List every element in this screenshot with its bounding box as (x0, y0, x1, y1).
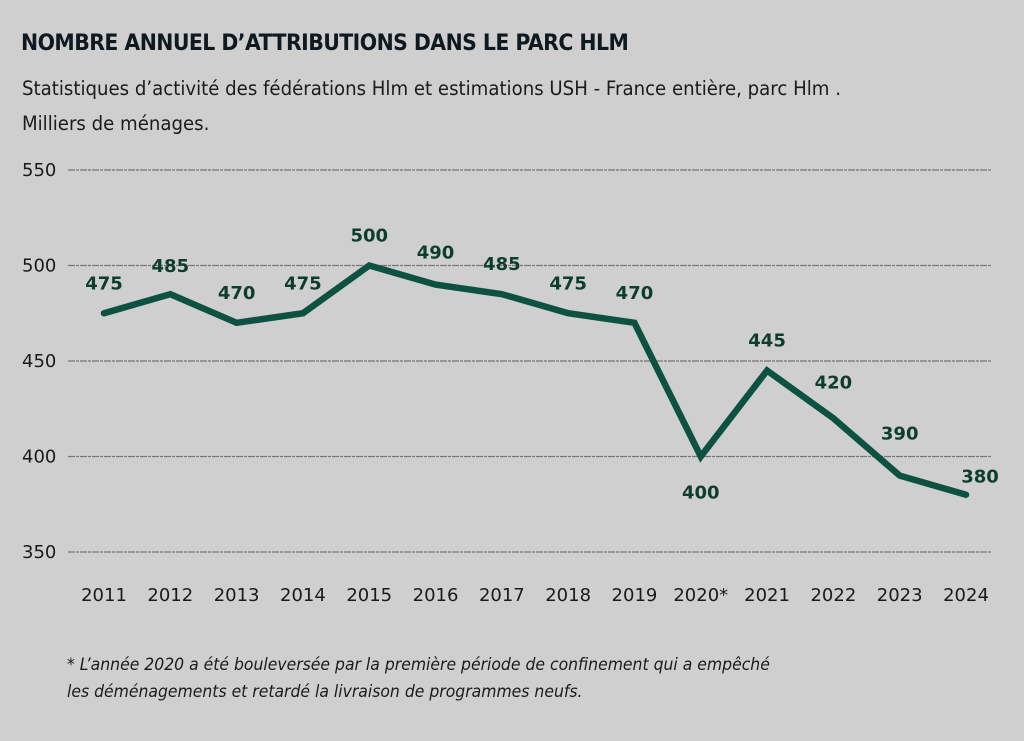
y-tick-label-450: 450 (22, 351, 56, 372)
x-tick-label-2011: 2011 (81, 585, 127, 606)
series-line (100, 261, 970, 498)
y-tick-label-350: 350 (22, 542, 56, 563)
data-labels: 475 485 470 475 500 490 485 475 470 400 445 420 390 3… (85, 226, 999, 504)
data-point-2017 (498, 291, 505, 298)
footnote: * L’année 2020 a été bouleversée par la … (67, 652, 770, 706)
data-label-2022: 420 (815, 372, 853, 393)
data-point-2018 (565, 310, 572, 317)
data-point-2023 (896, 472, 903, 479)
data-point-2019 (631, 319, 638, 326)
data-label-2017: 485 (483, 254, 521, 275)
data-label-2012: 485 (152, 256, 190, 277)
data-point-2011 (101, 310, 107, 317)
x-tick-label-2024: 2024 (943, 585, 989, 606)
x-tick-label-2019: 2019 (612, 585, 658, 606)
x-tick-label-2022: 2022 (810, 585, 856, 606)
data-label-2024: 380 (961, 467, 999, 488)
subtitle-line-1: Statistiques d’activité des fédérations … (22, 77, 841, 100)
x-tick-label-2021: 2021 (744, 585, 790, 606)
series-attributions (100, 261, 970, 498)
gridlines (68, 169, 992, 553)
data-point-2020-star (697, 453, 704, 460)
data-point-2024 (963, 491, 969, 498)
data-point-2021 (764, 367, 771, 374)
data-label-2013: 470 (218, 283, 256, 304)
footnote-line-1: * L’année 2020 a été bouleversée par la … (67, 655, 770, 675)
y-axis: 550 500 450 400 350 (22, 160, 56, 563)
x-tick-label-2020-star: 2020* (673, 585, 728, 606)
data-label-2011: 475 (85, 273, 123, 294)
data-label-2014: 475 (284, 273, 322, 294)
data-point-2022 (830, 415, 837, 422)
chart-subtitle: Statistiques d’activité des fédérations … (22, 71, 841, 141)
data-point-2014 (299, 310, 306, 317)
x-tick-label-2013: 2013 (214, 585, 260, 606)
data-point-2012 (167, 291, 174, 298)
data-point-2013 (233, 319, 240, 326)
data-label-2021: 445 (748, 331, 786, 352)
x-axis: 2011 2012 2013 2014 2015 2016 2017 2018 2019 2020… (81, 585, 989, 606)
data-label-2023: 390 (881, 424, 919, 445)
x-tick-label-2015: 2015 (346, 585, 392, 606)
footnote-line-2: les déménagements et retardé la livraiso… (67, 682, 583, 702)
data-point-2015 (366, 262, 373, 269)
y-tick-label-550: 550 (22, 160, 56, 181)
subtitle-line-2: Milliers de ménages. (22, 112, 210, 135)
data-point-2016 (432, 281, 439, 288)
data-label-2016: 490 (417, 243, 455, 264)
chart-title: NOMBRE ANNUEL D’ATTRIBUTIONS DANS LE PAR… (21, 31, 629, 56)
y-tick-label-500: 500 (22, 256, 56, 277)
x-tick-label-2023: 2023 (877, 585, 923, 606)
x-tick-label-2016: 2016 (413, 585, 459, 606)
x-tick-label-2014: 2014 (280, 585, 326, 606)
data-label-2015: 500 (350, 226, 388, 247)
y-tick-label-400: 400 (22, 447, 56, 468)
data-label-2020-star: 400 (682, 483, 720, 504)
x-tick-label-2018: 2018 (545, 585, 591, 606)
data-label-2019: 470 (616, 283, 654, 304)
x-tick-label-2012: 2012 (147, 585, 193, 606)
data-label-2018: 475 (549, 273, 587, 294)
x-tick-label-2017: 2017 (479, 585, 525, 606)
